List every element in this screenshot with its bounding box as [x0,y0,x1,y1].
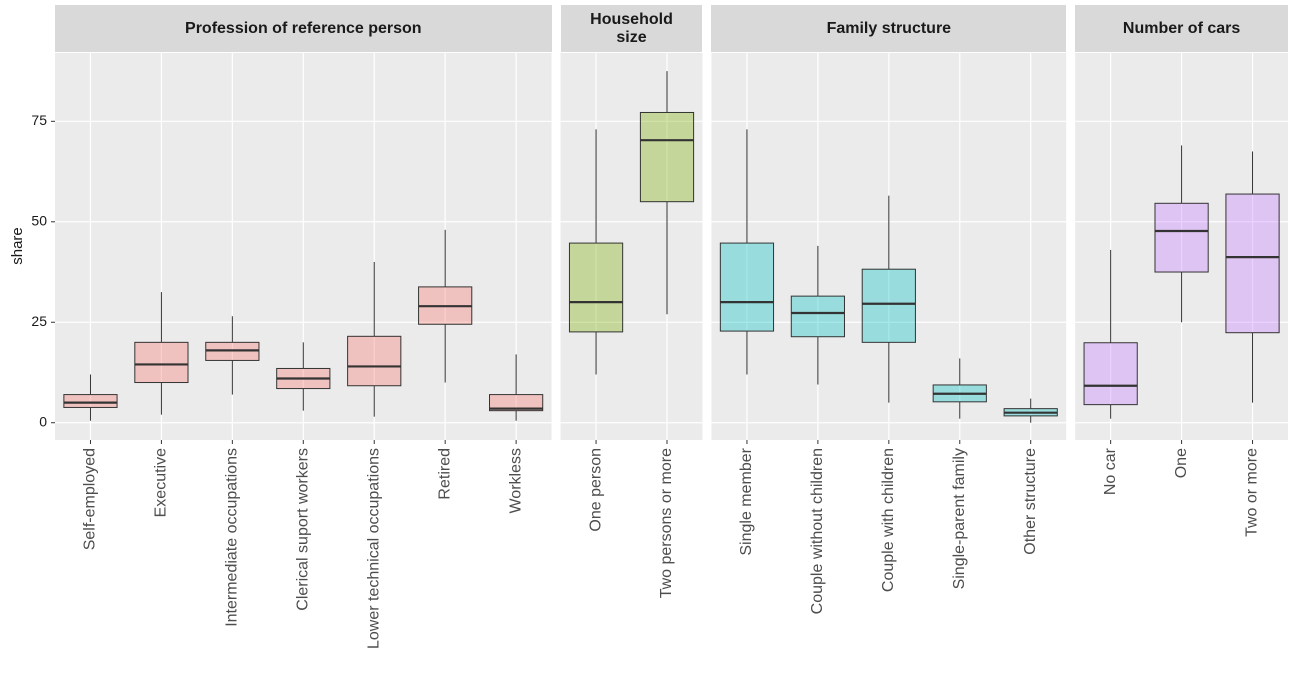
x-tick-label: Clerical suport workers [295,448,312,611]
box [790,295,845,338]
facet-title: Number of cars [1075,5,1288,52]
box [1225,193,1280,334]
y-tick-label: 75 [31,112,47,128]
y-axis-label: share [9,227,26,265]
x-tick-label: No car [1102,447,1119,495]
box [1154,202,1209,273]
x-tick-label: Single member [738,447,755,555]
x-tick-label: Two or more [1244,448,1261,537]
x-tick-label: Workless [507,448,524,514]
x-tick-label: Executive [153,448,170,517]
x-tick-label: Single-parent family [951,448,968,589]
x-tick-label: Self-employed [82,448,99,550]
x-tick-label: Two persons or more [658,448,675,598]
box [719,242,775,332]
box [639,111,695,203]
facet-title: Profession of reference person [55,5,552,52]
box [347,335,402,387]
box [134,341,189,384]
box [63,394,118,408]
box [568,242,624,333]
box [1083,342,1138,406]
y-tick-label: 25 [31,313,47,329]
x-tick-label: Couple without children [809,448,826,614]
y-tick-label: 50 [31,212,47,228]
facet-title: Household size [560,5,703,52]
x-tick-label: Retired [436,448,453,500]
x-tick-label: Lower technical occupations [365,448,382,649]
x-tick-label: Other structure [1022,448,1039,555]
x-tick-label: Intermediate occupations [224,448,241,627]
x-tick-label: Couple with children [880,448,897,592]
y-tick-label: 0 [39,413,47,429]
panel-background [560,53,703,440]
facet-title: Family structure [711,5,1067,52]
box [489,394,544,412]
x-tick-label: One person [587,448,604,532]
x-tick-label: One [1173,448,1190,478]
box [861,268,916,343]
